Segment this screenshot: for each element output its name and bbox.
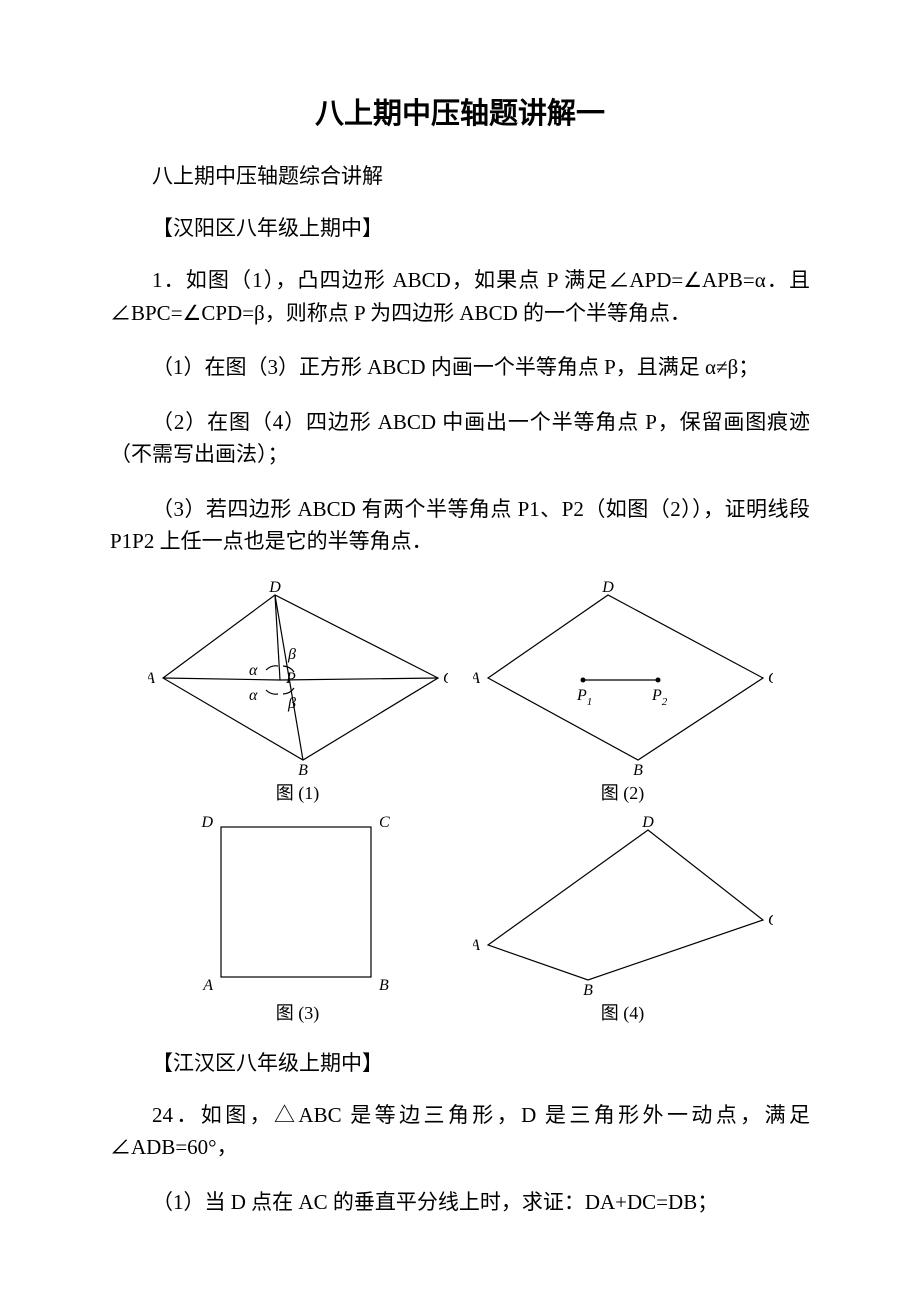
label-B: B: [298, 762, 308, 775]
label-D: D: [641, 815, 654, 831]
label-D: D: [200, 815, 213, 831]
fig1-caption: 图 (1): [276, 779, 320, 805]
label-P2: P2: [651, 687, 668, 708]
q1-part3: （3）若四边形 ABCD 有两个半等角点 P1、P2（如图（2）），证明线段 P…: [110, 493, 810, 558]
label-alpha-1: α: [249, 662, 258, 679]
figure-4-cell: D A C B 图 (4): [473, 815, 773, 1025]
label-B: B: [633, 762, 643, 775]
section-header-1: 【汉阳区八年级上期中】: [110, 212, 810, 242]
fig3-caption: 图 (3): [276, 999, 320, 1025]
label-B: B: [583, 982, 593, 995]
document-subtitle: 八上期中压轴题综合讲解: [110, 160, 810, 190]
figure-2-cell: D A C B P1 P2 图 (2): [473, 580, 773, 805]
q24-intro: 24．如图，△ABC 是等边三角形，D 是三角形外一动点，满足∠ADB=60°，: [110, 1099, 810, 1164]
label-A: A: [202, 977, 213, 994]
label-D: D: [601, 580, 614, 596]
figure-3-svg: D C A B: [183, 815, 413, 995]
section-header-2: 【江汉区八年级上期中】: [110, 1047, 810, 1077]
label-beta-2: β: [287, 695, 296, 712]
label-alpha-2: α: [249, 687, 258, 704]
document-title: 八上期中压轴题讲解一: [110, 90, 810, 132]
q24-part1: （1）当 D 点在 AC 的垂直平分线上时，求证：DA+DC=DB；: [110, 1186, 810, 1219]
q1-part2: （2）在图（4）四边形 ABCD 中画出一个半等角点 P，保留画图痕迹（不需写出…: [110, 406, 810, 471]
q1-intro: 1．如图（1），凸四边形 ABCD，如果点 P 满足∠APD=∠APB=α．且∠…: [110, 264, 810, 329]
figure-1-svg: D A C B P α α β β: [148, 580, 448, 775]
fig4-caption: 图 (4): [601, 999, 645, 1025]
figure-2-svg: D A C B P1 P2: [473, 580, 773, 775]
label-C: C: [443, 670, 448, 687]
label-P: P: [285, 670, 296, 687]
figure-4-svg: D A C B: [473, 815, 773, 995]
figure-1-cell: D A C B P α α β β 图 (1): [148, 580, 448, 805]
label-D: D: [268, 580, 281, 596]
figure-3-cell: D C A B 图 (3): [148, 815, 448, 1025]
label-C: C: [768, 912, 773, 929]
label-B: B: [379, 977, 389, 994]
label-C: C: [768, 670, 773, 687]
fig2-caption: 图 (2): [601, 779, 645, 805]
label-A: A: [148, 670, 155, 687]
label-P1: P1: [576, 687, 592, 708]
label-A: A: [473, 937, 480, 954]
q1-part1: （1）在图（3）正方形 ABCD 内画一个半等角点 P，且满足 α≠β；: [110, 351, 810, 384]
figures-block: D A C B P α α β β 图 (1): [148, 580, 773, 1025]
label-A: A: [473, 670, 480, 687]
label-beta-1: β: [287, 646, 296, 663]
label-C: C: [379, 815, 390, 831]
